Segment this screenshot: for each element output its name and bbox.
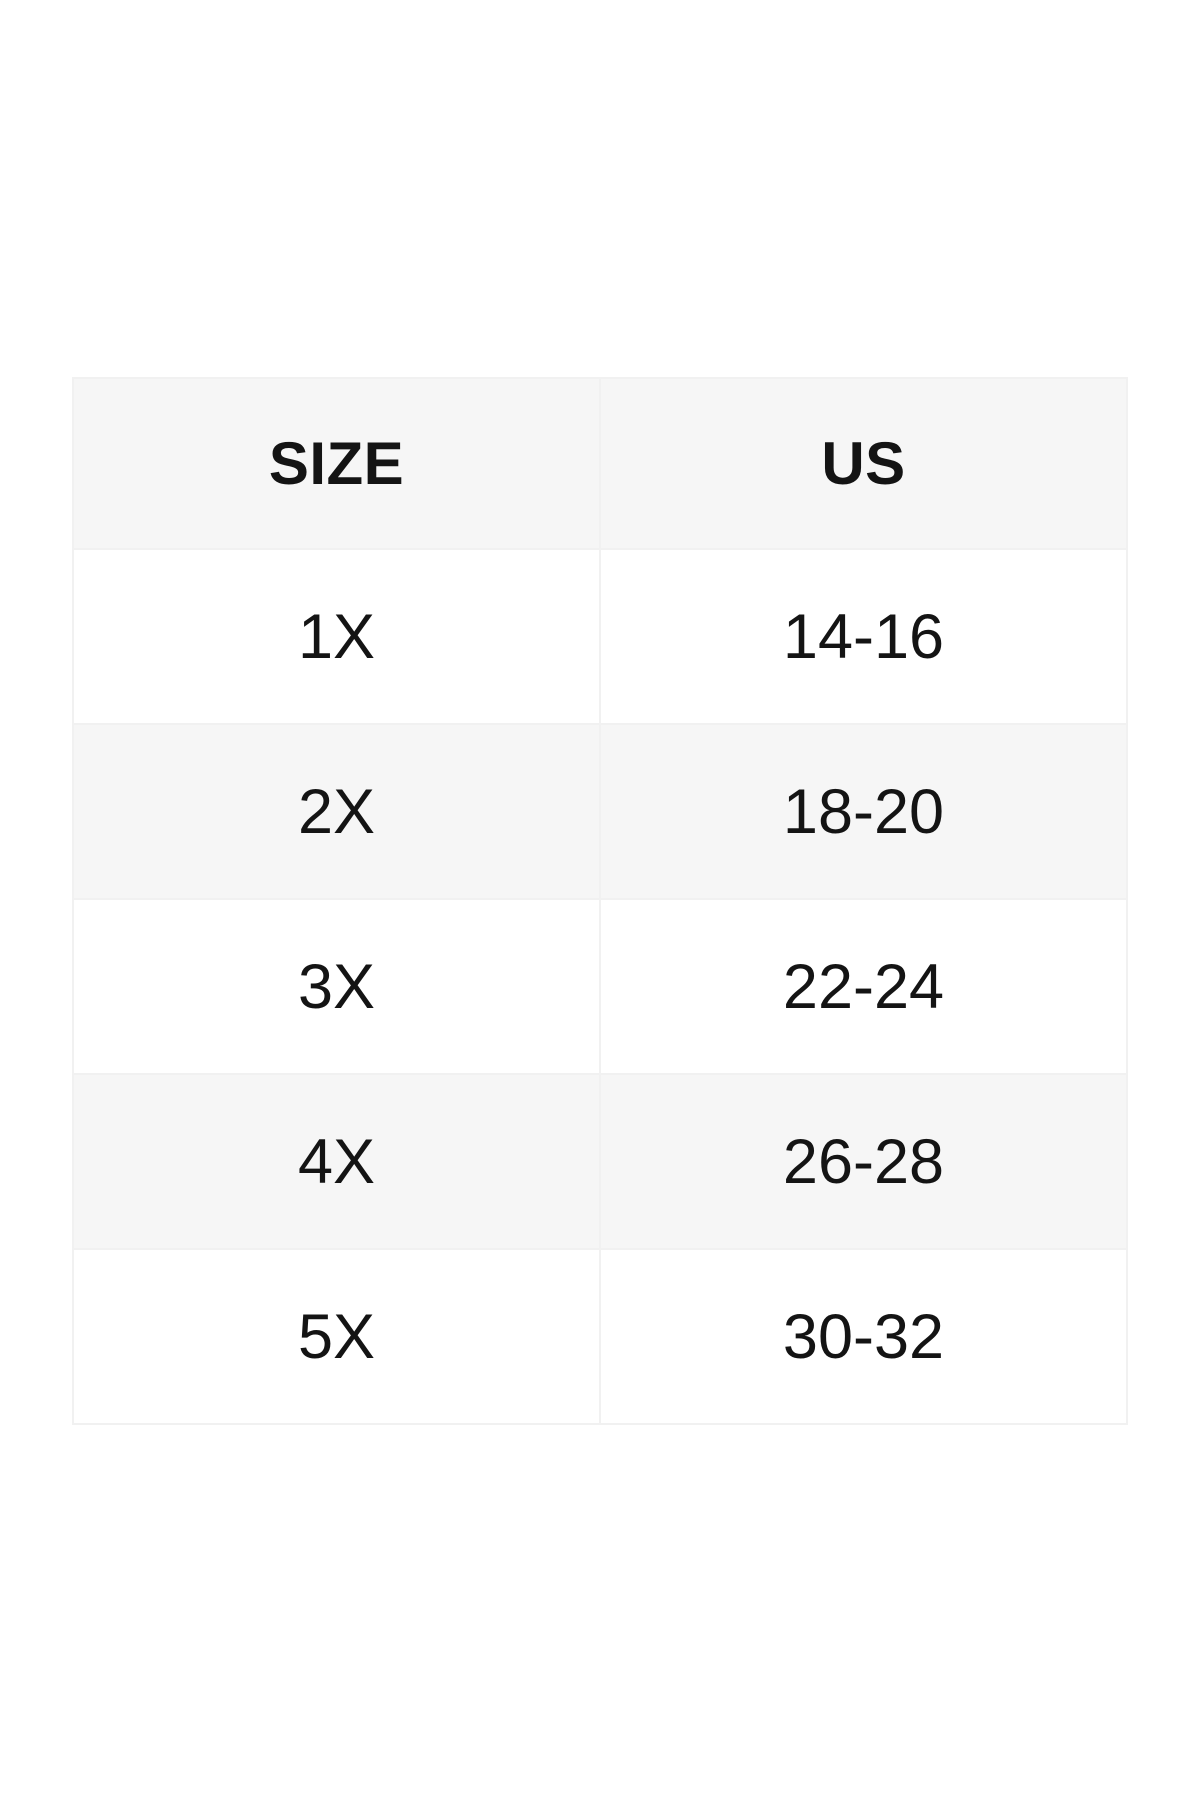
size-cell: 5X [72,1248,601,1425]
us-cell: 22-24 [599,898,1128,1075]
column-header-us: US [599,377,1128,550]
us-cell: 14-16 [599,548,1128,725]
table-row: 5X 30-32 [72,1248,1128,1425]
size-cell: 1X [72,548,601,725]
us-cell: 18-20 [599,723,1128,900]
size-chart-table: SIZE US 1X 14-16 2X 18-20 3X 22-24 4X 26… [72,377,1128,1425]
size-cell: 2X [72,723,601,900]
us-cell: 26-28 [599,1073,1128,1250]
size-cell: 4X [72,1073,601,1250]
column-header-size: SIZE [72,377,601,550]
us-cell: 30-32 [599,1248,1128,1425]
table-row: 3X 22-24 [72,898,1128,1075]
table-row: 1X 14-16 [72,548,1128,725]
size-cell: 3X [72,898,601,1075]
table-row: 2X 18-20 [72,723,1128,900]
table-row: 4X 26-28 [72,1073,1128,1250]
header-row: SIZE US [72,377,1128,550]
